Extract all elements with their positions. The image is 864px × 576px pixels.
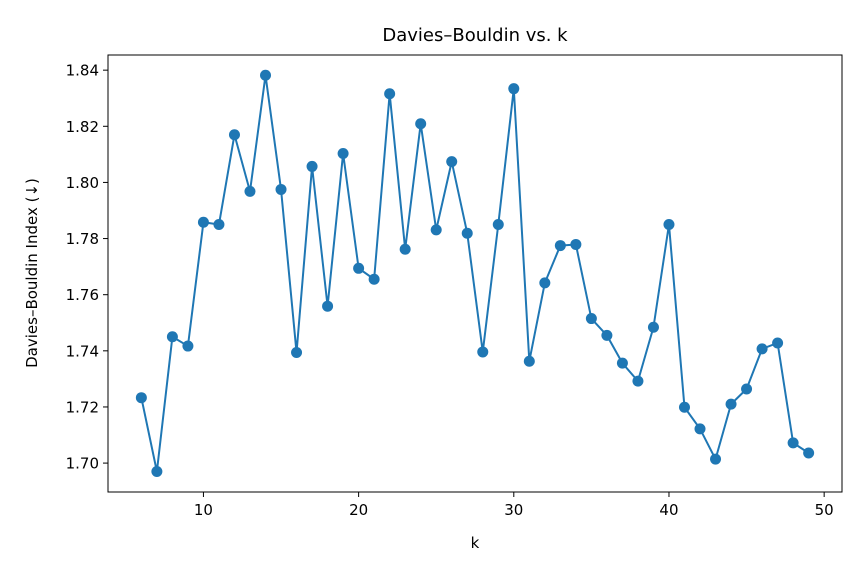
data-point-k18 (322, 300, 334, 312)
y-tick-label: 1.70 (66, 455, 99, 473)
data-point-k42 (694, 423, 706, 435)
data-point-k46 (756, 343, 768, 355)
data-point-k43 (710, 453, 722, 465)
data-point-k19 (337, 148, 349, 160)
x-tick-label: 50 (815, 501, 834, 519)
data-point-k33 (554, 240, 566, 252)
y-axis-label: Davies–Bouldin Index (↓) (23, 178, 41, 368)
data-point-k29 (492, 219, 504, 231)
data-point-k16 (291, 347, 303, 359)
axes-frame (107, 54, 843, 493)
data-point-k20 (353, 262, 365, 274)
data-point-k36 (601, 329, 613, 341)
y-tick-label: 1.78 (66, 230, 99, 248)
data-point-k48 (787, 437, 799, 449)
data-point-k8 (166, 331, 178, 343)
x-axis-label: k (471, 534, 480, 552)
y-tick-label: 1.80 (66, 174, 99, 192)
x-tick-label: 10 (194, 501, 213, 519)
x-tick-label: 30 (504, 501, 523, 519)
x-tick-label: 40 (659, 501, 678, 519)
plot-area (135, 69, 815, 478)
x-tick-label: 20 (349, 501, 368, 519)
data-point-k44 (725, 398, 737, 410)
data-point-k31 (523, 355, 535, 367)
y-tick-label: 1.72 (66, 398, 99, 416)
data-point-k34 (570, 238, 582, 250)
data-point-k7 (151, 466, 163, 478)
data-point-k25 (430, 224, 442, 236)
data-point-k23 (399, 243, 411, 255)
data-point-k17 (306, 160, 318, 172)
y-axis: 1.70 1.72 1.74 1.76 1.78 1.80 1.82 1.84 (66, 62, 108, 473)
series-line (140, 74, 810, 473)
data-point-k11 (213, 219, 225, 231)
data-point-k28 (477, 346, 489, 358)
data-point-k49 (803, 447, 815, 459)
data-point-k26 (446, 156, 458, 168)
data-point-k38 (632, 375, 644, 387)
data-point-k13 (244, 185, 256, 197)
data-point-k47 (772, 337, 784, 349)
data-point-k30 (508, 83, 520, 95)
data-point-k14 (260, 69, 272, 81)
data-point-k6 (135, 392, 147, 404)
data-point-k21 (368, 273, 380, 285)
data-point-k39 (647, 321, 659, 333)
y-tick-label: 1.82 (66, 118, 99, 136)
data-point-k10 (197, 216, 209, 228)
data-point-k37 (616, 357, 628, 369)
data-point-k35 (585, 313, 597, 325)
y-tick-label: 1.74 (66, 342, 99, 360)
y-tick-label: 1.76 (66, 286, 99, 304)
data-point-k41 (678, 401, 690, 413)
data-point-k24 (415, 118, 427, 130)
data-point-k45 (741, 383, 753, 395)
data-point-k15 (275, 183, 287, 195)
data-point-k32 (539, 277, 551, 289)
x-axis: 10 20 30 40 50 (194, 492, 834, 519)
data-point-k9 (182, 340, 194, 352)
chart-title: Davies–Bouldin vs. k (382, 25, 568, 46)
data-point-k12 (228, 129, 240, 141)
data-point-k40 (663, 219, 675, 231)
data-point-k27 (461, 227, 473, 239)
data-point-k22 (384, 88, 396, 100)
y-tick-label: 1.84 (66, 62, 99, 80)
